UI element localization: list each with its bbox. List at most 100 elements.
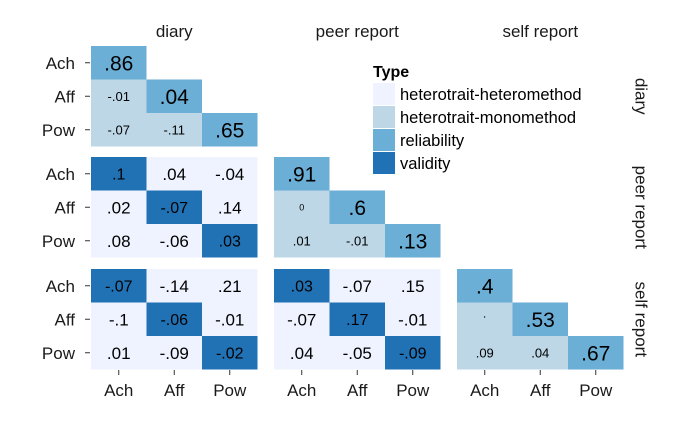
y-tick-label: Pow [42, 121, 76, 140]
heatmap-cell [568, 336, 624, 370]
y-tick-label: Aff [55, 87, 76, 106]
heatmap-cell [146, 302, 202, 336]
cell-value-label: -.06 [160, 312, 188, 329]
heatmap-cell [457, 269, 513, 303]
y-tick-label: Aff [55, 198, 76, 217]
heatmap-cell [146, 336, 202, 370]
cell-value-label: -.01 [398, 310, 427, 329]
heatmap-cell [274, 336, 330, 370]
heatmap-cell [202, 269, 258, 303]
x-tick-label: Pow [579, 381, 613, 400]
heatmap-cell [274, 302, 330, 336]
heatmap-cell [146, 190, 202, 224]
cell-value-label: .04 [531, 345, 549, 360]
legend: Type heterotrait-heteromethodheterotrait… [373, 64, 582, 174]
heatmap-cell [457, 302, 513, 336]
cell-value-label: .03 [291, 279, 313, 296]
legend-swatch [373, 106, 395, 128]
column-strip-label: diary [156, 22, 193, 41]
heatmap-cell [202, 224, 258, 258]
panel-peer-report-x-peer-report: .91 0 .6 .01 -.01 .13 [274, 157, 441, 258]
cell-value-label: .6 [348, 197, 366, 220]
heatmap-cell [385, 302, 441, 336]
legend-label: heterotrait-monomethod [400, 109, 576, 127]
heatmap-cell [202, 302, 258, 336]
cell-value-label: ' [484, 314, 486, 324]
cell-value-label: .65 [215, 119, 244, 142]
cell-value-label: -.11 [164, 122, 185, 137]
heatmap-cell [329, 224, 385, 258]
panel-self-report-x-self-report: .4 ' .53 .09 .04 .67 [457, 269, 624, 370]
cell-value-label: -.01 [108, 89, 130, 104]
heatmap-cell [91, 269, 147, 303]
cell-value-label: .91 [287, 163, 316, 186]
heatmap-cell [146, 269, 202, 303]
heatmap-cell [202, 113, 258, 147]
row-strip-label: diary [632, 78, 651, 115]
cell-value-label: .53 [526, 309, 555, 332]
heatmap-cell [329, 336, 385, 370]
heatmap-cell [91, 46, 147, 80]
y-tick-label: Ach [46, 54, 75, 73]
x-tick-label: Pow [213, 381, 247, 400]
cell-value-label: -.05 [343, 344, 372, 363]
cell-value-label: .17 [346, 312, 368, 329]
y-tick-label: Ach [46, 165, 75, 184]
heatmap-cell [385, 269, 441, 303]
cell-value-label: .01 [293, 233, 311, 248]
cell-value-label: .4 [476, 275, 494, 298]
heatmap-cell [146, 79, 202, 113]
heatmap-cell [91, 302, 147, 336]
heatmap-cell [274, 269, 330, 303]
cell-value-label: -.07 [343, 277, 372, 296]
x-axis: Ach Aff Pow Ach Aff Pow Ach Aff Pow [104, 370, 613, 400]
panel-diary-x-diary: .86 -.01 .04 -.07 -.11 .65 [91, 46, 258, 147]
cell-value-label: .02 [107, 198, 131, 217]
cell-value-label: .03 [219, 234, 241, 251]
y-tick-label: Pow [42, 232, 76, 251]
cell-value-label: .09 [476, 345, 494, 360]
cell-value-label: .04 [290, 344, 314, 363]
column-method-strips: diary peer report self report [156, 22, 578, 41]
cell-value-label: .1 [112, 167, 125, 184]
legend-swatch [373, 129, 395, 151]
heatmap-cell [91, 224, 147, 258]
y-axis: Ach Aff Pow Ach Aff Pow Ach Aff Pow [42, 54, 90, 363]
x-tick-label: Ach [470, 381, 499, 400]
cell-value-label: -.02 [216, 346, 244, 363]
row-strip-label: self report [632, 281, 651, 357]
row-method-strips: diary peer report self report [632, 78, 651, 357]
legend-label: validity [400, 155, 451, 173]
cell-value-label: .15 [401, 277, 425, 296]
heatmap-cell [274, 190, 330, 224]
cell-value-label: -.07 [105, 279, 133, 296]
cell-value-label: .13 [398, 230, 427, 253]
cell-value-label: -.01 [215, 310, 244, 329]
cell-value-label: .21 [218, 277, 242, 296]
heatmap-cell [91, 336, 147, 370]
cell-value-label: -.14 [160, 277, 189, 296]
cell-value-label: -.04 [215, 165, 244, 184]
heatmap-cell [91, 79, 147, 113]
heatmap-cell [329, 190, 385, 224]
cell-value-label: .67 [581, 342, 610, 365]
heatmap-cell [512, 302, 568, 336]
heatmap-cell [202, 190, 258, 224]
row-strip-label: peer report [632, 166, 651, 249]
heatmap-cell [457, 336, 513, 370]
heatmap-cell [274, 157, 330, 191]
x-tick-label: Pow [396, 381, 430, 400]
heatmap-panels: .86 -.01 .04 -.07 -.11 .65 .1 .04 -.04 .02 -.07 .14… [91, 46, 624, 370]
heatmap-cell [202, 157, 258, 191]
cell-value-label: -.07 [160, 200, 188, 217]
column-strip-label: peer report [316, 22, 399, 41]
y-tick-label: Ach [46, 277, 75, 296]
x-tick-label: Ach [104, 381, 133, 400]
panel-self-report-x-diary: -.07 -.14 .21 -.1 -.06 -.01 .01 -.09 -.02 [91, 269, 258, 370]
heatmap-cell [146, 113, 202, 147]
heatmap-cell [329, 269, 385, 303]
cell-value-label: 0 [299, 202, 304, 212]
cell-value-label: -.07 [287, 310, 316, 329]
panel-self-report-x-peer-report: .03 -.07 .15 -.07 .17 -.01 .04 -.05 -.09 [274, 269, 441, 370]
